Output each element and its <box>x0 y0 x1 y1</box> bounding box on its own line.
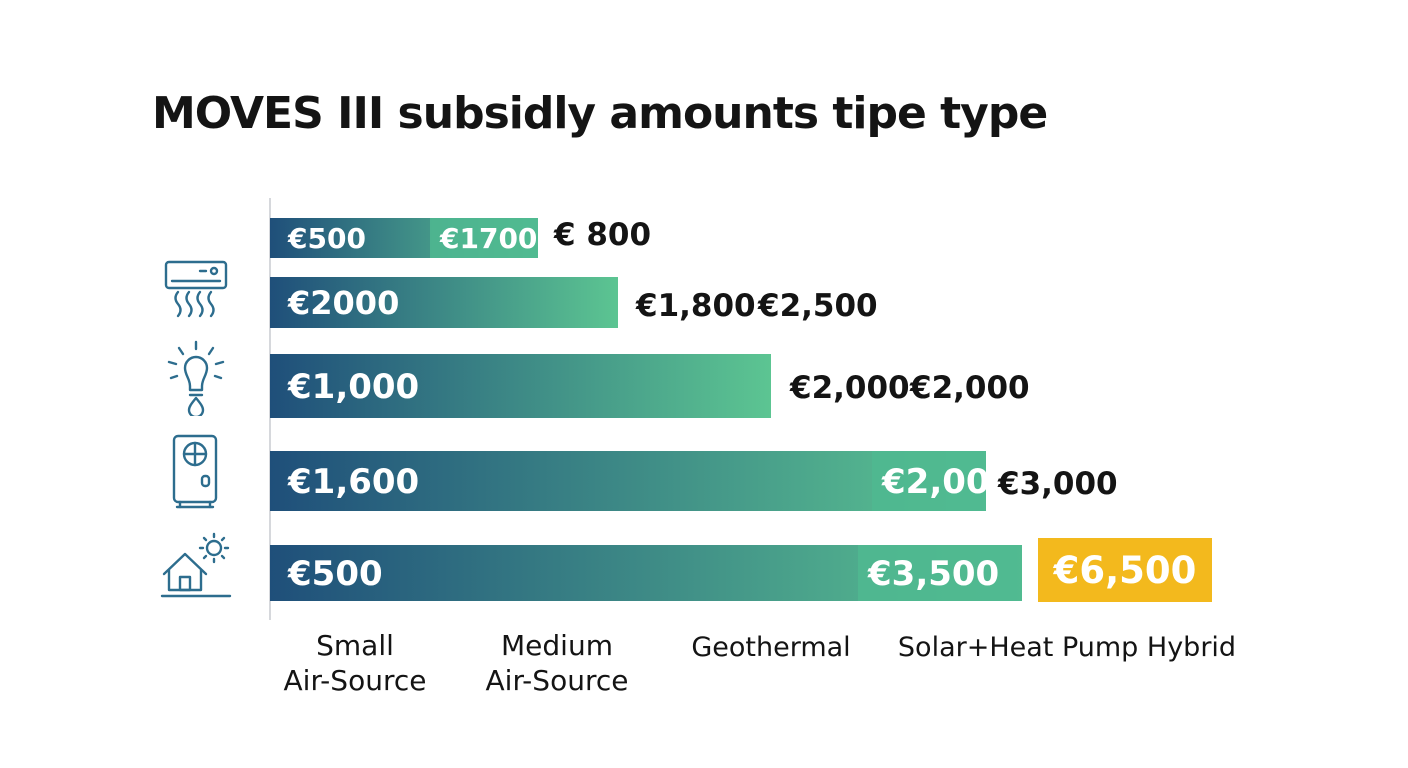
bar-segment-label: €500 <box>287 554 383 594</box>
bar-value-label: €1,800 <box>635 288 756 324</box>
heat-pump-unit-icon <box>168 432 222 512</box>
bar-value-label: €2,000 <box>789 370 910 406</box>
bar-group: €1,600 €2,000€3,000 <box>270 451 1118 511</box>
bar-segment-label: €3,500 <box>867 554 999 594</box>
bar <box>270 451 986 511</box>
highlight-label: €6,500 <box>1053 549 1197 592</box>
bar-segment-label: €2,000 <box>881 462 1013 502</box>
bar-group: €2000 €1,800 €2,500 <box>270 277 878 328</box>
bar-segment-label: €1,000 <box>287 367 419 407</box>
chart-title: MOVES III subsidly amounts tipe type <box>152 88 1048 139</box>
bar-group: €1,000 €2,000 €2,000 <box>270 354 1030 418</box>
bar-value-label: €2,500 <box>757 288 878 324</box>
bar <box>270 354 771 418</box>
bar <box>270 277 618 328</box>
solar-house-icon <box>158 530 234 602</box>
x-tick-label: Geothermal <box>691 632 850 663</box>
x-tick-label: Small Air-Source <box>284 629 427 697</box>
x-tick-label: Solar+Heat Pump Hybrid <box>898 632 1236 663</box>
highlight-box <box>1038 538 1212 602</box>
bar-segment-label: €2000 <box>287 284 399 322</box>
bar-segment-label: €1,600 <box>287 462 419 502</box>
bar-segment <box>858 545 1022 601</box>
bar-segment <box>872 451 986 511</box>
bar-value-label: €3,000 <box>997 466 1118 502</box>
bar-segment-label: €1700 <box>439 222 537 255</box>
light-bulb-icon <box>163 340 229 416</box>
bar-value-label: € 800 <box>553 217 651 253</box>
bar-group: €500 €3,500 €6,500 <box>270 538 1212 602</box>
x-tick-label: Medium Air-Source <box>486 629 629 697</box>
bar-segment-label: €500 <box>287 222 366 255</box>
air-conditioner-icon <box>160 258 232 324</box>
bar-segment <box>430 218 538 258</box>
bar-value-label: €2,000 <box>909 370 1030 406</box>
bar-group: €500 €1700 € 800 <box>270 217 651 258</box>
